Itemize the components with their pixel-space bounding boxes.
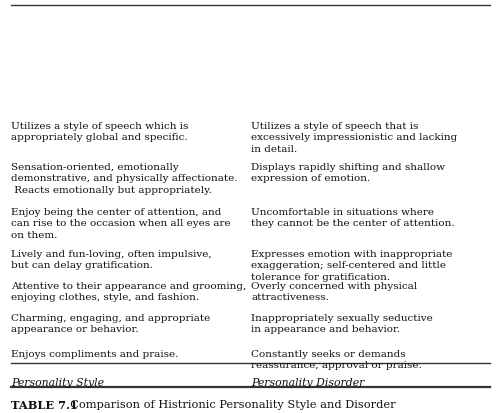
Text: Attentive to their appearance and grooming,
enjoying clothes, style, and fashion: Attentive to their appearance and groomi… (11, 281, 246, 302)
Text: Constantly seeks or demands
reassurance, approval or praise.: Constantly seeks or demands reassurance,… (251, 349, 422, 370)
Text: Lively and fun-loving, often impulsive,
but can delay gratification.: Lively and fun-loving, often impulsive, … (11, 249, 211, 270)
Text: Expresses emotion with inappropriate
exaggeration; self-centered and little
tole: Expresses emotion with inappropriate exa… (251, 249, 452, 281)
Text: Displays rapidly shifting and shallow
expression of emotion.: Displays rapidly shifting and shallow ex… (251, 163, 445, 183)
Text: Inappropriately sexually seductive
in appearance and behavior.: Inappropriately sexually seductive in ap… (251, 313, 433, 334)
Text: Personality Disorder: Personality Disorder (251, 377, 364, 387)
Text: Comparison of Histrionic Personality Style and Disorder: Comparison of Histrionic Personality Sty… (63, 399, 396, 409)
Text: Enjoy being the center of attention, and
can rise to the occasion when all eyes : Enjoy being the center of attention, and… (11, 207, 230, 239)
Text: Charming, engaging, and appropriate
appearance or behavior.: Charming, engaging, and appropriate appe… (11, 313, 210, 334)
Text: Utilizes a style of speech that is
excessively impressionistic and lacking
in de: Utilizes a style of speech that is exces… (251, 122, 457, 154)
Text: Personality Style: Personality Style (11, 377, 104, 387)
Text: TABLE 7.1: TABLE 7.1 (11, 399, 78, 410)
Text: Overly concerned with physical
attractiveness.: Overly concerned with physical attractiv… (251, 281, 417, 302)
Text: Utilizes a style of speech which is
appropriately global and specific.: Utilizes a style of speech which is appr… (11, 122, 188, 142)
Text: Uncomfortable in situations where
they cannot be the center of attention.: Uncomfortable in situations where they c… (251, 207, 454, 228)
Text: Sensation-oriented, emotionally
demonstrative, and physically affectionate.
 Rea: Sensation-oriented, emotionally demonstr… (11, 163, 237, 195)
Text: Enjoys compliments and praise.: Enjoys compliments and praise. (11, 349, 178, 358)
